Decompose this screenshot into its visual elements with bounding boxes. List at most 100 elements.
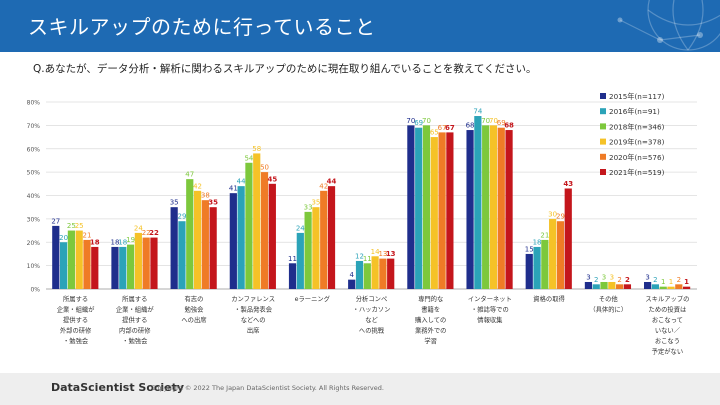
x-category-label: その他（具体的に） [589,294,627,314]
data-label: 50 [260,164,269,172]
legend-swatch [600,153,606,160]
data-label: 22 [149,229,159,237]
slide-header: スキルアップのために行っていること [0,0,720,52]
bar [616,284,624,289]
data-label: 69 [497,119,506,127]
bar [379,258,387,289]
data-label: 25 [75,222,84,230]
bar [126,244,135,289]
data-label: 3 [586,273,590,281]
data-label: 27 [51,217,60,225]
data-label: 11 [288,255,297,263]
legend-swatch [600,108,606,115]
bar [296,232,304,289]
y-tick-label: 60% [27,146,41,153]
bar [253,153,261,289]
data-label: 19 [126,236,135,244]
legend-swatch [600,123,606,130]
bar [667,286,675,289]
data-label: 70 [406,117,415,125]
bar [327,186,336,289]
bar [142,237,150,289]
x-category-label: eラーニング [295,294,331,303]
bar [75,230,83,289]
data-label: 45 [267,175,277,183]
bar [111,246,119,289]
y-tick-label: 10% [27,263,41,270]
legend-swatch [600,169,606,175]
y-tick-label: 80% [27,100,41,107]
bar [525,253,533,289]
bar [497,127,505,290]
data-label: 41 [229,185,238,193]
data-label: 70 [422,117,431,125]
bar [348,279,356,289]
data-label: 14 [371,248,380,256]
bar [446,132,454,289]
data-label: 67 [445,124,455,132]
network-globe-decoration [617,0,720,51]
copyright-text: Copyright © 2022 The Japan DataScientist… [151,384,384,392]
bar [209,207,217,289]
data-label: 29 [556,213,565,221]
data-label: 29 [177,213,186,221]
x-category-label: スキルアップのための投資はおこなっていない／おこなう予定がない [645,295,689,356]
data-label: 4 [349,271,354,279]
bar [482,125,490,289]
bar [371,256,379,289]
data-label: 68 [466,122,475,130]
legend-swatch [600,93,606,99]
bar [430,137,438,289]
data-label: 24 [296,224,305,232]
bar [556,221,565,289]
bar [355,260,364,289]
slide-footer: DataScientist Society Copyright © 2022 T… [0,373,720,405]
data-label: 18 [118,238,127,246]
bar [288,263,297,289]
bar [438,132,446,289]
bar [489,125,498,289]
bar [623,284,632,289]
bar [312,207,320,289]
bar [52,225,60,289]
legend-label: 2016年(n=91) [609,107,660,116]
legend-swatch [600,138,606,145]
slide-title: スキルアップのために行っていること [28,15,376,39]
bar [651,284,660,289]
data-label: 1 [669,278,673,286]
data-label: 1 [661,278,665,286]
data-label: 35 [311,199,320,207]
data-label: 70 [481,117,490,125]
bar [541,239,549,289]
bar [659,286,667,289]
data-label: 69 [414,119,423,127]
bar [320,190,328,289]
bar [584,281,593,289]
bar [260,172,269,289]
bar [193,190,202,289]
data-label: 38 [201,192,210,200]
bar [592,284,600,289]
x-category-label: 分析コンペ・ハッカソンなどへの挑戦 [353,294,391,335]
data-label: 65 [430,129,439,137]
x-category-label: 有志の勉強会への出席 [181,294,206,324]
data-label: 42 [193,182,202,190]
data-label: 12 [355,252,364,260]
bar [186,179,194,289]
data-label: 3 [610,273,614,281]
data-label: 74 [473,108,482,116]
bar [170,207,178,289]
x-category-label: 専門的な書籍を購入しての業務外での学習 [415,294,446,345]
bar [237,186,245,289]
y-tick-label: 30% [27,216,41,223]
y-tick-label: 50% [27,170,41,177]
data-label: 18 [533,238,542,246]
bar [407,125,415,289]
bar [474,116,482,290]
data-label: 21 [83,231,92,239]
data-label: 67 [438,124,447,132]
legend-label: 2019年(n=378) [609,138,665,147]
data-label: 13 [378,250,387,258]
data-label: 2 [625,276,630,284]
bar [134,232,142,289]
